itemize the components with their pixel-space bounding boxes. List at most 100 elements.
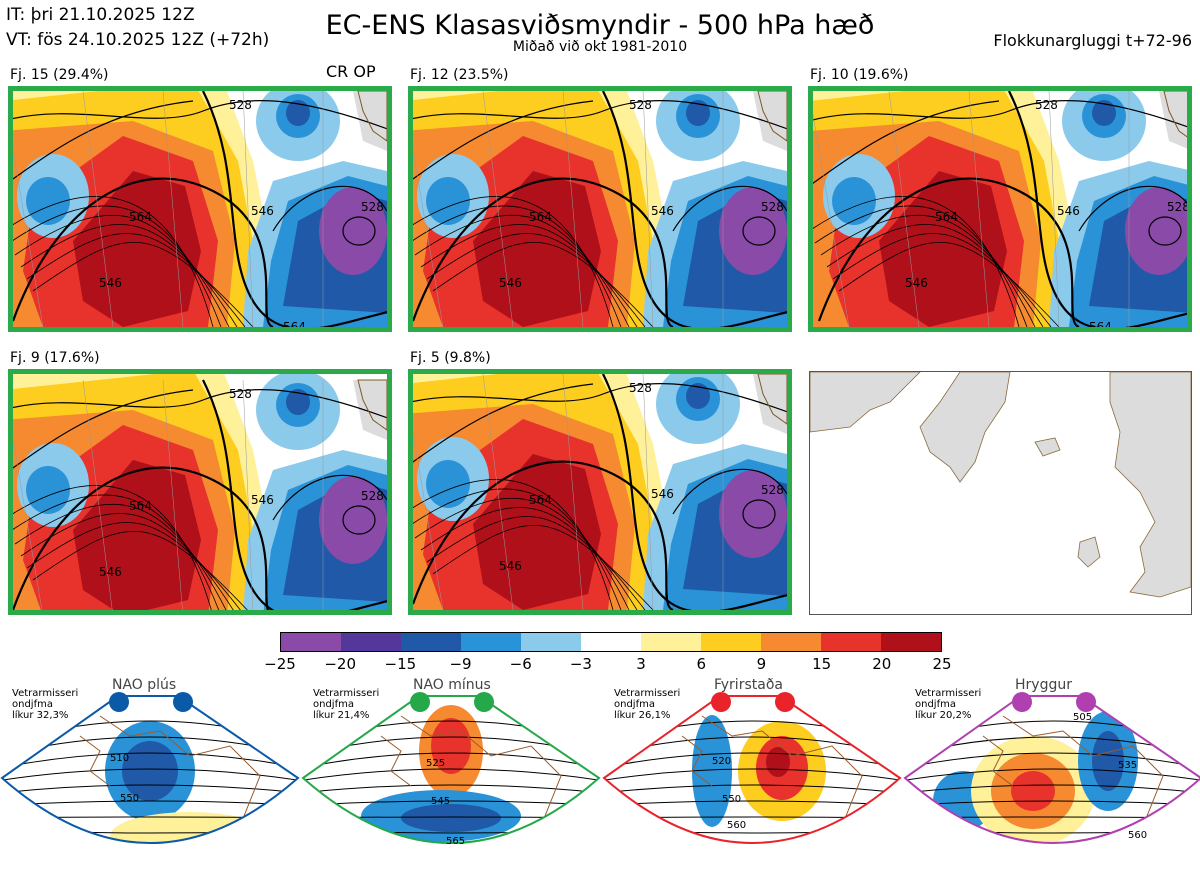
page-subtitle: Miðað við okt 1981-2010 <box>512 39 688 55</box>
cluster-map-1[interactable]: 546528564546528546564 <box>8 86 392 332</box>
init-time: IT: þri 21.10.2025 12Z <box>6 5 195 25</box>
contour-label: 528 <box>629 98 652 112</box>
regime-indicator-dot <box>1076 692 1096 712</box>
contour-label: 564 <box>1089 320 1112 327</box>
regime-panel[interactable]: 525 545 565 <box>301 676 602 871</box>
colorbar-tick-label: 20 <box>872 655 892 673</box>
contour-label: 546 <box>651 204 674 218</box>
contour-label: 528 <box>361 200 384 214</box>
regime-meta-line: Vetrarmisseri <box>12 688 79 699</box>
regime-contour-label: 525 <box>426 758 445 769</box>
classification-window: Flokkunargluggi t+72-96 <box>993 31 1192 50</box>
reference-map <box>809 371 1192 615</box>
regime-map: 525 545 565 <box>301 695 601 847</box>
panel-3-label: Fj. 10 (19.6%) <box>810 67 909 83</box>
map-field: 546528564546528546564 <box>813 91 1187 327</box>
contour-label: 546 <box>651 487 674 501</box>
regime-indicator-dot <box>410 692 430 712</box>
colorbar-swatch <box>281 633 341 651</box>
contour-label: 564 <box>935 210 958 224</box>
colorbar-swatch <box>821 633 881 651</box>
regime-contour-label: 550 <box>120 793 139 804</box>
contour-label: 528 <box>629 381 652 395</box>
regime-title: NAO mínus <box>413 677 491 693</box>
colorbar-tick-label: −25 <box>264 655 296 673</box>
colorbar-swatch <box>581 633 641 651</box>
contour-label: 528 <box>361 489 384 503</box>
panel-1-tag: CR OP <box>326 62 376 81</box>
contour-label: 528 <box>1167 200 1187 214</box>
regime-panel[interactable]: 505 535 560 <box>903 676 1200 871</box>
colorbar-tick-label: 25 <box>932 655 952 673</box>
regime-contour-label: 550 <box>722 794 741 805</box>
contour-label: 546 <box>99 565 122 579</box>
contour-label: 564 <box>529 493 552 507</box>
regime-contour-label: 560 <box>1128 830 1147 841</box>
colorbar-swatch <box>761 633 821 651</box>
regime-contour-label: 560 <box>727 820 746 831</box>
regime-indicator-dot <box>173 692 193 712</box>
colorbar-tick-label: −6 <box>509 655 532 673</box>
colorbar-swatch <box>881 633 941 651</box>
regime-meta-line: líkur 32,3% <box>12 710 69 721</box>
regime-contour-label: 565 <box>446 836 465 847</box>
cluster-map-3[interactable]: 546528564546528546564 <box>808 86 1192 332</box>
regime-meta-line: Vetrarmisseri <box>915 688 982 699</box>
anomaly-colorbar <box>280 632 942 652</box>
contour-label: 564 <box>129 499 152 513</box>
regime-panel[interactable]: 520 550 560 <box>602 676 903 871</box>
contour-label: 528 <box>761 483 784 497</box>
regime-meta: Vetrarmisseri ondjfma líkur 20,2% <box>915 688 981 721</box>
panel-2-label: Fj. 12 (23.5%) <box>410 67 509 83</box>
regime-meta: Vetrarmisseri ondjfma líkur 21,4% <box>313 688 379 721</box>
map-field: 546528564546528546564 <box>13 91 387 327</box>
colorbar-tick-label: 15 <box>812 655 832 673</box>
regime-title: Fyrirstaða <box>714 677 783 693</box>
regime-contour-label: 535 <box>1118 760 1137 771</box>
regime-meta-line: Vetrarmisseri <box>614 688 681 699</box>
colorbar-tick-label: −3 <box>569 655 592 673</box>
regime-meta: Vetrarmisseri ondjfma líkur 32,3% <box>12 688 78 721</box>
valid-time: VT: fös 24.10.2025 12Z (+72h) <box>6 30 270 50</box>
colorbar-tick-label: 9 <box>756 655 767 673</box>
colorbar-tick-label: −15 <box>384 655 417 673</box>
regime-meta-line: líkur 26,1% <box>614 710 671 721</box>
regime-meta-line: ondjfma <box>12 699 53 710</box>
colorbar-swatch <box>701 633 761 651</box>
contour-label: 528 <box>761 200 784 214</box>
cluster-map-4[interactable]: 546528564546528546564 <box>8 369 392 615</box>
regime-map: 510 550 <box>0 695 300 844</box>
contour-label: 546 <box>99 276 122 290</box>
panel-1-label: Fj. 15 (29.4%) <box>10 67 109 83</box>
contour-label: 528 <box>229 98 252 112</box>
regime-title: NAO plús <box>112 677 177 693</box>
colorbar-tick-label: −20 <box>324 655 356 673</box>
regime-meta-line: líkur 21,4% <box>313 710 370 721</box>
regime-meta-line: ondjfma <box>313 699 354 710</box>
regime-map: 505 535 560 <box>903 695 1200 844</box>
contour-label: 528 <box>229 387 252 401</box>
map-field: 546528564546528546564 <box>13 374 387 610</box>
colorbar-swatch <box>401 633 461 651</box>
regime-panel[interactable]: 510 550 <box>0 676 301 871</box>
regime-indicator-dot <box>1012 692 1032 712</box>
regime-meta-line: Vetrarmisseri <box>313 688 380 699</box>
regime-contour-label: 520 <box>712 756 731 767</box>
contour-label: 528 <box>1035 98 1058 112</box>
colorbar-tick-label: 3 <box>636 655 646 673</box>
contour-label: 564 <box>283 609 306 610</box>
contour-label: 546 <box>1057 204 1080 218</box>
colorbar-swatch <box>521 633 581 651</box>
regime-map: 520 550 560 <box>602 695 902 844</box>
regime-contour-label: 505 <box>1073 712 1092 723</box>
colorbar-swatch <box>461 633 521 651</box>
contour-label: 564 <box>129 210 152 224</box>
colorbar-tick-label: 6 <box>696 655 707 673</box>
regime-indicator-dot <box>775 692 795 712</box>
panel-4-label: Fj. 9 (17.6%) <box>10 350 100 366</box>
page-title: EC-ENS Klasasviðsmyndir - 500 hPa hæð <box>325 10 875 41</box>
regime-meta-line: ondjfma <box>915 699 956 710</box>
